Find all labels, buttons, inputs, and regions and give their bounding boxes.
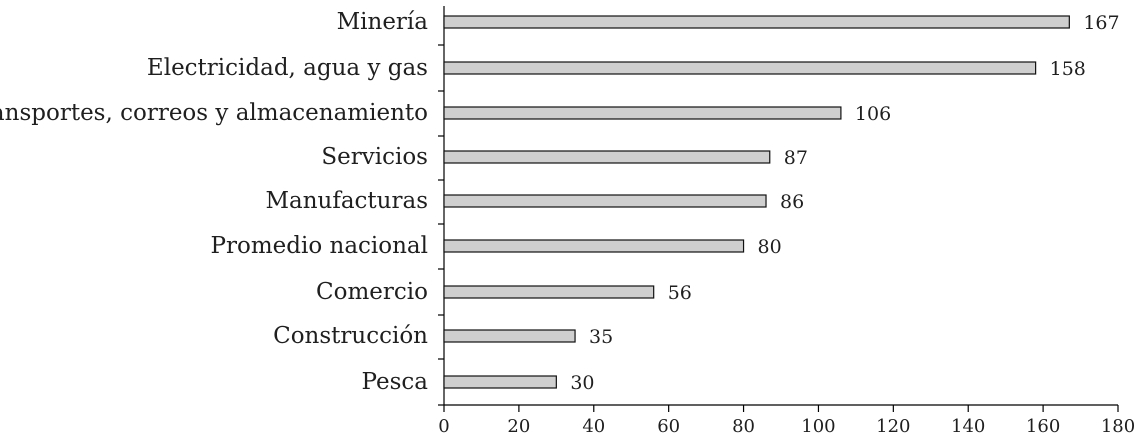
data-label: 30 [570,372,594,394]
bar [443,375,557,389]
category-label: Pesca [362,369,429,395]
x-tick-label: 80 [732,416,755,437]
category-label: Transportes, correos y almacenamiento [0,100,428,126]
x-tick-label: 120 [876,416,910,437]
x-tick-label: 40 [582,416,605,437]
x-tick-label: 20 [507,416,530,437]
category-label: Construcción [273,323,428,349]
bar [443,194,767,208]
data-label: 80 [758,236,782,258]
x-tick-label: 60 [657,416,680,437]
category-label: Promedio nacional [211,233,428,259]
x-tick-label: 140 [951,416,985,437]
bar [443,15,1070,29]
bar [443,61,1037,75]
category-label: Servicios [321,144,428,170]
data-label: 167 [1083,12,1119,34]
bar [443,285,655,299]
x-tick-label: 180 [1101,416,1135,437]
bar [443,150,771,164]
data-label: 87 [784,147,808,169]
data-label: 35 [589,326,613,348]
data-label: 158 [1050,58,1086,80]
x-tick-label: 0 [438,416,449,437]
x-tick-label: 160 [1026,416,1060,437]
data-label: 86 [780,191,804,213]
bar [443,239,745,253]
data-label: 106 [855,103,891,125]
bar [443,106,842,120]
data-label: 56 [668,282,692,304]
bar [443,329,576,343]
category-label: Comercio [316,279,428,305]
category-label: Manufacturas [265,188,428,214]
x-tick-label: 100 [801,416,835,437]
category-label: Electricidad, agua y gas [147,55,428,81]
category-label: Minería [337,9,429,35]
